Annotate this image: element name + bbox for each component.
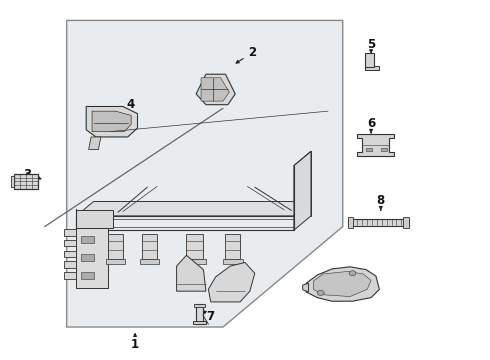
Polygon shape [76,211,113,228]
Text: 4: 4 [124,98,134,114]
Bar [366,148,372,151]
Polygon shape [64,261,76,268]
Bar [14,174,38,189]
Polygon shape [76,228,108,288]
Polygon shape [357,134,394,156]
Polygon shape [196,305,203,324]
Polygon shape [193,321,206,324]
Polygon shape [365,66,379,69]
Circle shape [349,271,356,276]
Circle shape [318,291,324,296]
Bar [381,148,387,151]
Polygon shape [196,74,235,105]
Polygon shape [67,21,343,327]
Text: 1: 1 [131,334,139,351]
Polygon shape [106,259,125,264]
Polygon shape [347,219,409,226]
Polygon shape [208,262,255,302]
Polygon shape [347,217,353,228]
Polygon shape [143,234,157,259]
Bar [81,254,94,261]
Text: 7: 7 [203,310,214,324]
Polygon shape [92,111,131,132]
Polygon shape [186,234,203,259]
Polygon shape [201,78,229,101]
Polygon shape [403,217,409,228]
Bar [81,236,94,243]
Polygon shape [64,272,76,279]
Text: 3: 3 [24,168,41,181]
Polygon shape [76,202,311,216]
Polygon shape [140,259,159,264]
Polygon shape [314,271,371,297]
Polygon shape [306,267,379,301]
Polygon shape [303,283,309,292]
Polygon shape [194,305,205,307]
Polygon shape [89,137,101,149]
Text: 9: 9 [314,283,326,296]
Polygon shape [64,251,76,257]
Polygon shape [108,234,123,259]
Polygon shape [223,259,243,264]
Polygon shape [86,107,138,137]
Polygon shape [64,229,76,235]
Text: 8: 8 [377,194,385,210]
Text: 6: 6 [367,117,375,133]
Polygon shape [11,176,14,187]
Polygon shape [176,255,206,291]
Bar [81,272,94,279]
Polygon shape [365,53,373,67]
Polygon shape [294,151,311,230]
Polygon shape [184,259,206,264]
Text: 5: 5 [367,38,375,54]
Text: 2: 2 [236,46,256,63]
Polygon shape [225,234,240,259]
Polygon shape [64,240,76,246]
